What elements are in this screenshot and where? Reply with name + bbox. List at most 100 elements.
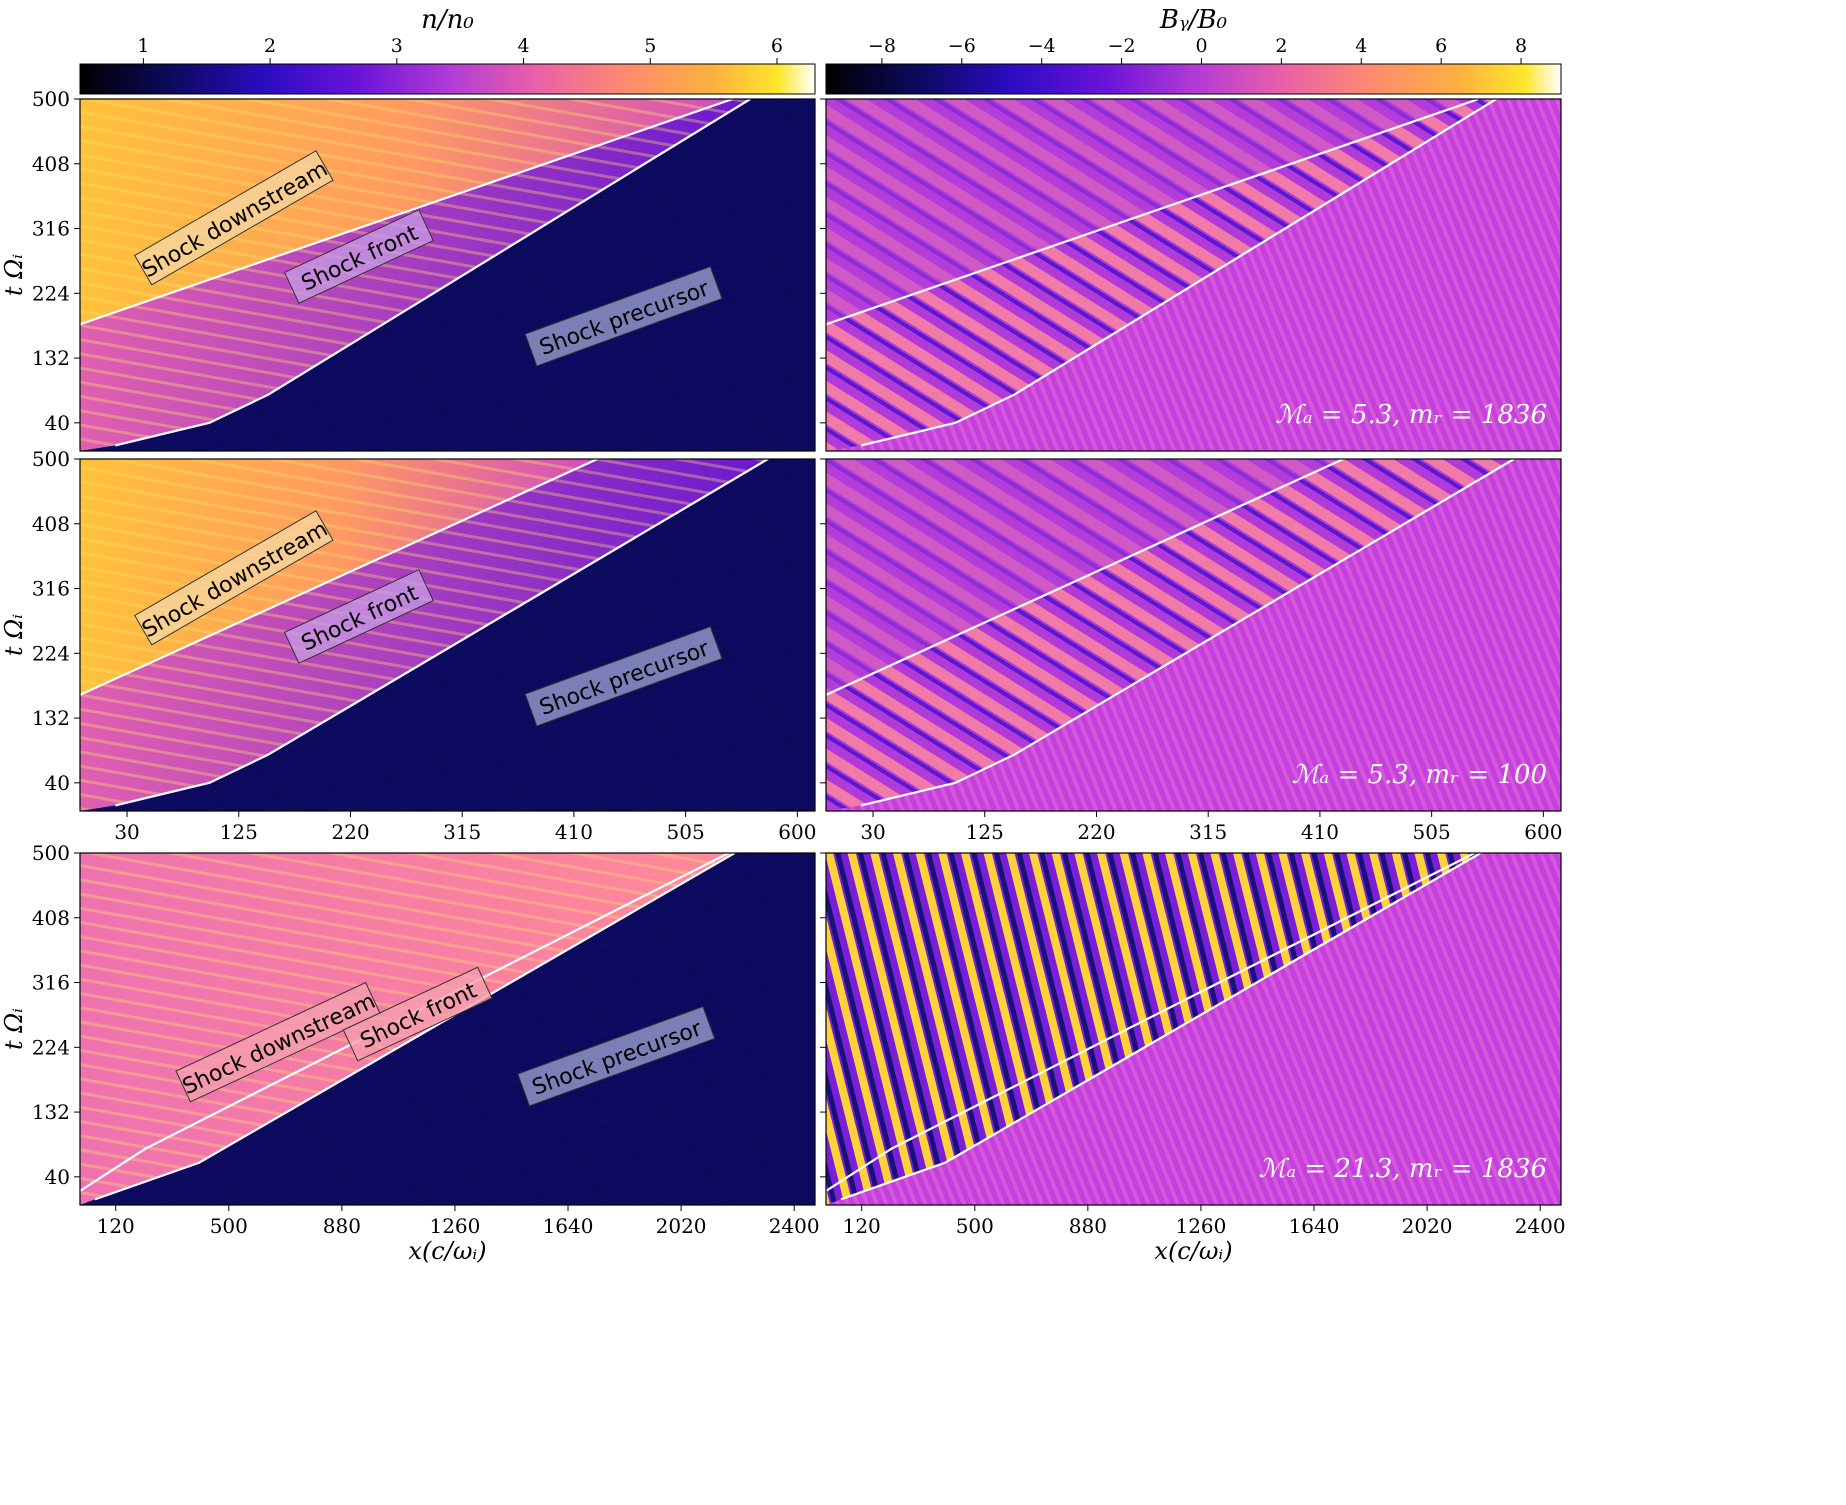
- region-label-box: [175, 981, 381, 1103]
- y-axis-label: t Ωᵢ: [0, 254, 28, 296]
- x-tick-label: 505: [667, 820, 705, 844]
- y-tick-label: 40: [45, 1165, 70, 1189]
- precursor-streak: [566, 775, 815, 811]
- panel-frame: [79, 458, 816, 812]
- shock-front-line: [840, 853, 1482, 1201]
- region-label-box: [283, 569, 434, 664]
- precursor-streak: [260, 371, 815, 451]
- downstream-boundary-line: [80, 853, 730, 1192]
- precursor-streak: [260, 1125, 815, 1205]
- panel-frame: [79, 98, 816, 452]
- precursor-streak: [321, 740, 815, 811]
- x-tick-label: 315: [1189, 820, 1227, 844]
- shock-front-line: [861, 459, 1515, 807]
- colorbar-tick-label: 3: [391, 35, 403, 57]
- panel-b_top: ℳₐ = 5.3, mᵣ = 1836: [820, 98, 1562, 452]
- y-axis-label: t Ωᵢ: [0, 1008, 28, 1050]
- x-tick-label: 30: [860, 820, 885, 844]
- colorbar-title: Bᵧ/B₀: [1159, 5, 1228, 35]
- region-label-box: [342, 966, 493, 1062]
- colorbar-tick-label: 4: [517, 35, 529, 57]
- x-tick-label: 880: [323, 1214, 361, 1238]
- precursor-streak: [80, 1090, 815, 1197]
- heatmap-image: [826, 459, 1561, 811]
- colorbars: 1 2 3 4 5 6 n/n₀ −8 −6 −4 −2 0 2 4 6 8 Bᵧ/B₀: [79, 5, 1562, 95]
- y-tick-label: 132: [32, 1100, 70, 1124]
- precursor-streak: [80, 1098, 815, 1205]
- precursor-streak: [443, 397, 815, 451]
- wave-region: [826, 853, 1481, 1205]
- precursor-streak: [505, 766, 815, 811]
- y-tick-label: 224: [32, 281, 70, 305]
- y-tick-label: 224: [32, 641, 70, 665]
- region-label-box: [283, 209, 434, 304]
- x-tick-label: 125: [220, 820, 258, 844]
- x-tick-label: 880: [1069, 1214, 1107, 1238]
- precursor-streak: [382, 1142, 815, 1205]
- heatmap-image: [826, 99, 1561, 451]
- x-tick-label: 1260: [429, 1214, 480, 1238]
- heatmap-image: [80, 853, 815, 1205]
- precursor-streak: [382, 388, 815, 451]
- colorbar-tick-label: 2: [1275, 35, 1287, 57]
- precursor-streak: [505, 1160, 815, 1205]
- x-tick-label: 30: [114, 820, 139, 844]
- x-tick-label: 505: [1413, 820, 1451, 844]
- x-tick-label: 2400: [1515, 1214, 1566, 1238]
- parameter-annotation: ℳₐ = 5.3, mᵣ = 1836: [1275, 400, 1547, 430]
- region-label-box: [524, 625, 723, 727]
- x-tick-label: 410: [555, 820, 593, 844]
- parameter-annotation: ℳₐ = 21.3, mᵣ = 1836: [1259, 1154, 1547, 1184]
- colorbar-tick-label: 0: [1195, 35, 1207, 57]
- downstream-texture: [80, 99, 751, 451]
- shock-front-line: [115, 99, 751, 447]
- precursor-streak: [80, 1081, 815, 1188]
- x-tick-label: 500: [210, 1214, 248, 1238]
- panel-b_mid: 30 125 220 315 410 505 600 ℳₐ = 5.3, mᵣ = 100: [820, 458, 1562, 844]
- precursor-streak: [627, 1178, 815, 1205]
- y-tick-label: 408: [32, 152, 70, 176]
- x-tick-label: 2020: [656, 1214, 707, 1238]
- x-tick-label: 120: [843, 1214, 881, 1238]
- heatmap-image: [826, 853, 1561, 1205]
- colorbar-tick-label: 6: [1435, 35, 1447, 57]
- y-tick-label: 408: [32, 512, 70, 536]
- colorbar-tick-label: 5: [644, 35, 656, 57]
- colorbar-tick-label: −8: [868, 35, 896, 57]
- colorbar-tick-label: −4: [1028, 35, 1056, 57]
- precursor-streak: [137, 1107, 815, 1205]
- panel-frame: [825, 852, 1562, 1206]
- precursor-streak: [566, 415, 815, 451]
- colorbar-0: 1 2 3 4 5 6 n/n₀: [79, 5, 816, 95]
- downstream-boundary-line: [80, 459, 598, 696]
- y-tick-label: 500: [32, 841, 70, 865]
- x-tick-label: 1640: [1289, 1214, 1340, 1238]
- region-label-box: [517, 1005, 716, 1107]
- x-tick-label: 500: [956, 1214, 994, 1238]
- panel-frame: [825, 98, 1562, 452]
- heatmap-image: [80, 459, 815, 811]
- y-tick-label: 224: [32, 1035, 70, 1059]
- colorbar-tick-label: 2: [264, 35, 276, 57]
- panel-n_bot: 40 132 224 316 408 500 t Ωᵢ 120 500 880 1260 1640 20…: [0, 841, 820, 1265]
- precursor-streak: [627, 424, 815, 451]
- precursor-streak: [566, 1169, 815, 1205]
- y-tick-label: 40: [45, 411, 70, 435]
- y-tick-label: 316: [32, 577, 70, 601]
- precursor-streak: [137, 353, 815, 451]
- downstream-boundary-line: [80, 99, 734, 326]
- parameter-annotation: ℳₐ = 5.3, mᵣ = 100: [1292, 760, 1547, 790]
- y-tick-label: 316: [32, 217, 70, 241]
- y-tick-label: 316: [32, 971, 70, 995]
- region-label-box: [524, 265, 723, 367]
- colorbar-tick-label: 1: [137, 35, 149, 57]
- precursor-streak: [382, 748, 815, 811]
- x-tick-label: 125: [966, 820, 1004, 844]
- panel-b_bot: 120 500 880 1260 1640 2020 2400 x(c/ωᵢ) ℳₐ = 21.…: [820, 852, 1566, 1265]
- precursor-streak: [80, 704, 815, 811]
- colorbar-title: n/n₀: [421, 5, 474, 35]
- colorbar-tick-label: −6: [948, 35, 976, 57]
- y-tick-label: 500: [32, 87, 70, 111]
